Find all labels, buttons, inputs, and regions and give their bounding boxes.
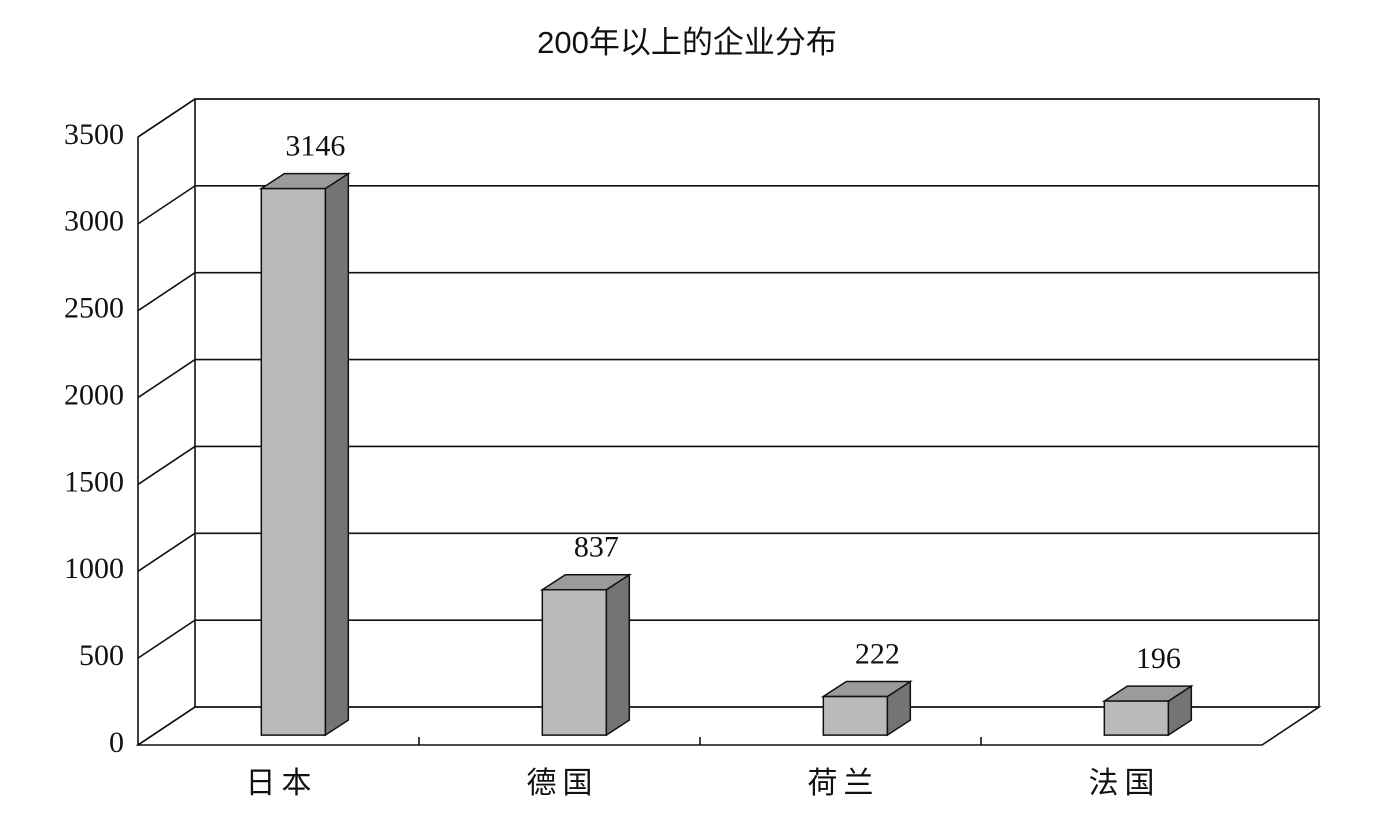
- data-label: 3146: [285, 130, 345, 163]
- data-label: 196: [1136, 642, 1181, 675]
- x-tick-label: 荷兰: [808, 767, 880, 800]
- x-tick-label: 德国: [527, 767, 599, 800]
- y-tick-label: 2000: [64, 378, 124, 411]
- left-wall: [137, 98, 196, 745]
- side-grid-line: [137, 445, 196, 486]
- x-tick-label: 法国: [1089, 767, 1161, 800]
- bar: [260, 187, 327, 736]
- y-tick-label: 0: [109, 726, 124, 759]
- y-tick-label: 3500: [64, 118, 124, 151]
- bar: [822, 695, 889, 736]
- x-tick-label: 日本: [246, 767, 318, 800]
- y-tick-label: 2500: [64, 292, 124, 325]
- bar: [1103, 700, 1170, 736]
- bar-side: [324, 172, 350, 737]
- side-grid-line: [137, 706, 196, 746]
- bar-side: [605, 573, 631, 737]
- side-grid-line: [137, 532, 196, 572]
- side-grid-line: [137, 272, 196, 312]
- data-label: 222: [855, 637, 900, 670]
- side-grid-line: [137, 98, 196, 138]
- y-tick-label: 1000: [64, 552, 124, 585]
- chart-title: 200年以上的企业分布: [537, 25, 837, 60]
- side-grid-line: [137, 358, 196, 399]
- bar: [541, 588, 608, 736]
- y-tick-label: 500: [79, 639, 124, 672]
- y-tick-label: 3000: [64, 205, 124, 238]
- back-wall: [194, 98, 1320, 707]
- data-label: 837: [574, 531, 619, 564]
- side-grid-line: [137, 619, 196, 659]
- side-grid-line: [137, 185, 196, 225]
- y-tick-label: 1500: [64, 465, 124, 498]
